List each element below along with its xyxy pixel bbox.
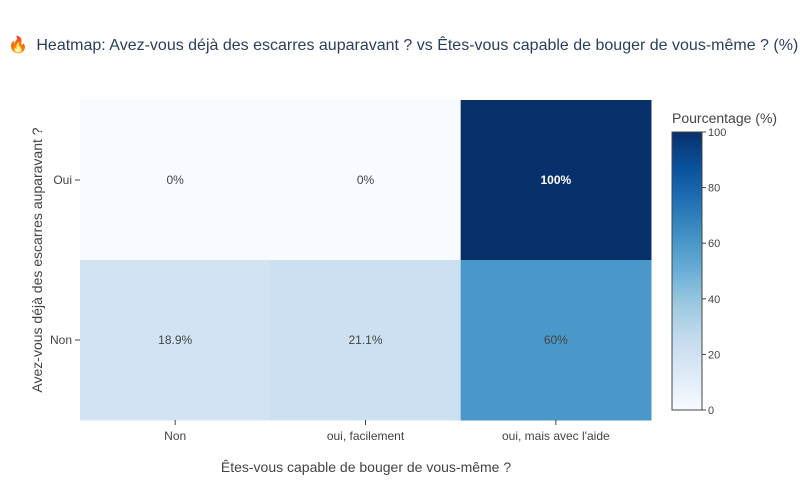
fire-icon: 🔥 (8, 35, 28, 54)
heatmap-cell (460, 260, 652, 421)
colorbar-title: Pourcentage (%) (672, 110, 777, 126)
cell-label: 0% (166, 173, 184, 187)
cell-label: 0% (357, 173, 375, 187)
y-axis-title: Avez-vous déjà des escarres auparavant ? (29, 127, 45, 392)
cell-label: 21.1% (348, 333, 382, 347)
colorbar-tick-label: 60 (708, 238, 720, 250)
x-tick-label: Non (164, 429, 186, 443)
colorbar-tick-label: 40 (708, 294, 720, 306)
colorbar-tick-label: 100 (708, 127, 726, 139)
y-tick-label: Oui (53, 173, 72, 187)
y-axis-ticks: Oui Non (50, 173, 80, 347)
cell-label: 60% (544, 333, 568, 347)
cell-label: 100% (540, 173, 571, 187)
x-tick-label: oui, facilement (327, 429, 405, 443)
colorbar-gradient (671, 131, 703, 411)
heatmap-cell (270, 100, 462, 261)
heatmap-cells: 0% 0% 100% 18.9% 21.1% 60% (80, 100, 652, 421)
x-axis-title: Êtes-vous capable de bouger de vous-même… (221, 459, 511, 475)
x-axis-ticks: Non oui, facilement oui, mais avec l'aide (164, 420, 610, 443)
chart-title: 🔥 Heatmap: Avez-vous déjà des escarres a… (8, 35, 798, 54)
heatmap-cell (80, 100, 271, 261)
y-tick-label: Non (50, 333, 72, 347)
cell-label: 18.9% (158, 333, 192, 347)
chart-title-text: Heatmap: Avez-vous déjà des escarres aup… (36, 35, 798, 54)
colorbar-tick-label: 20 (708, 349, 720, 361)
x-tick-label: oui, mais avec l'aide (502, 429, 610, 443)
colorbar-tick-label: 0 (708, 405, 714, 417)
heatmap-cell (270, 260, 462, 421)
colorbar-tick-label: 80 (708, 183, 720, 195)
colorbar: 0 20 40 60 80 100 (671, 127, 726, 417)
heatmap-cell (80, 260, 271, 421)
heatmap-cell (460, 100, 652, 261)
